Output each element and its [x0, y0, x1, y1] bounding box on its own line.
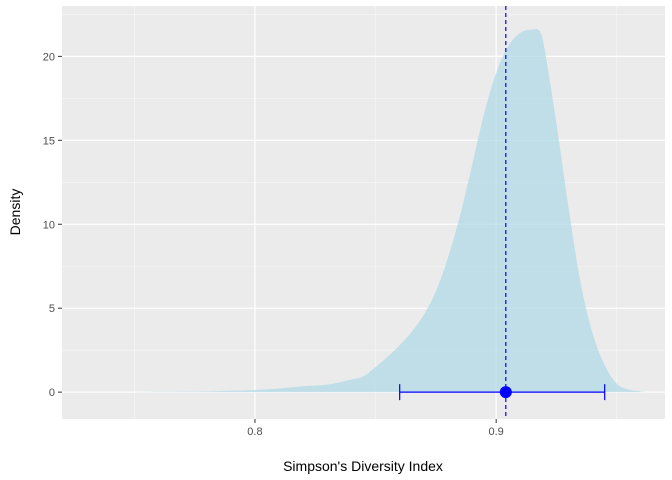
y-tick-label: 5	[49, 303, 55, 315]
y-tick-label: 0	[49, 387, 55, 399]
y-tick-label: 20	[43, 51, 55, 63]
y-tick-label: 10	[43, 219, 55, 231]
point-estimate	[499, 386, 512, 399]
y-tick-label: 15	[43, 135, 55, 147]
x-tick-label: 0.9	[489, 426, 504, 438]
density-area	[134, 29, 649, 393]
y-axis-ticks: 0 5 10 15 20	[43, 51, 62, 399]
x-axis-title: Simpson's Diversity Index	[283, 458, 443, 474]
x-axis-ticks: 0.8 0.9	[247, 419, 504, 438]
x-tick-label: 0.8	[247, 426, 262, 438]
y-axis-title: Density	[7, 189, 23, 236]
